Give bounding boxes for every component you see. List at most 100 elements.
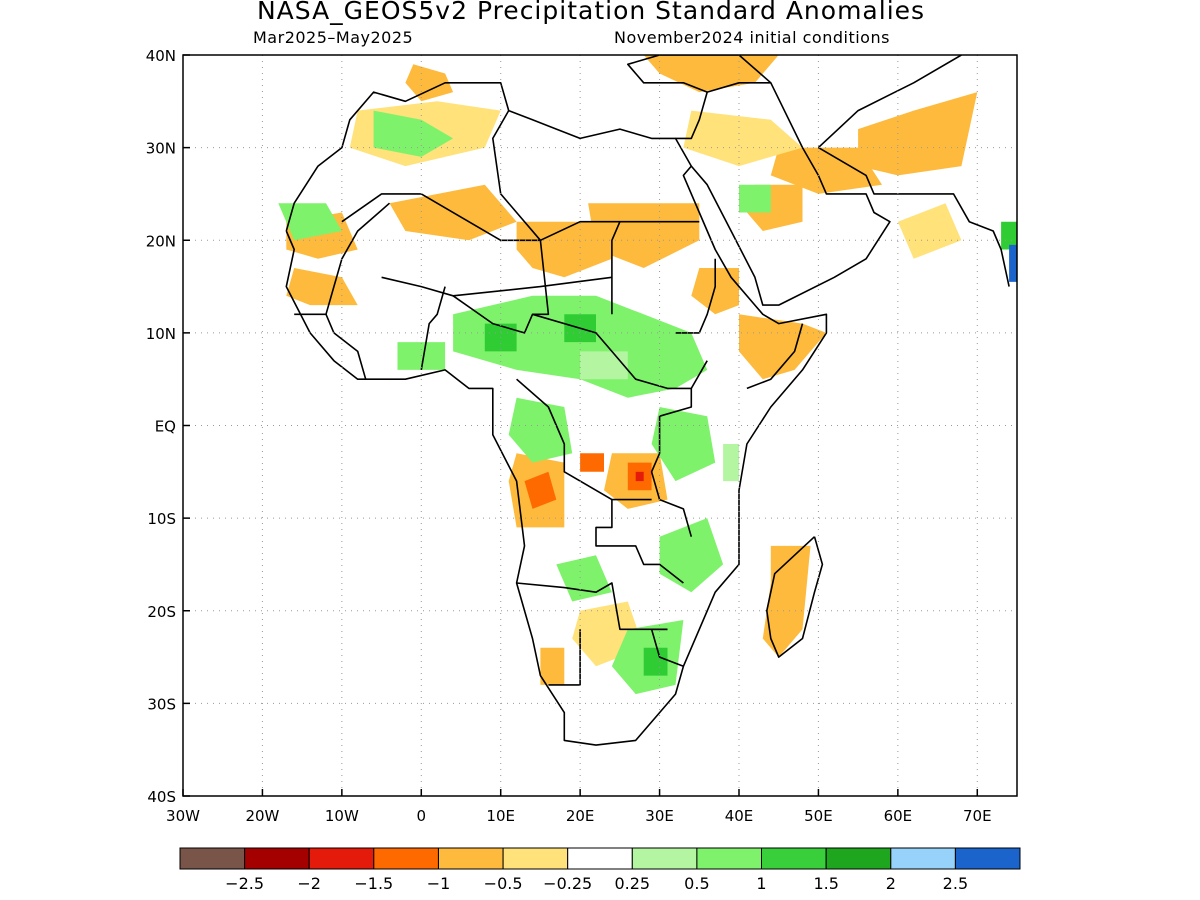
latitude-ticks: 40N 30N 20N 10N EQ 10S 20S 30S 40S	[146, 47, 190, 806]
legend-swatch	[179, 847, 246, 870]
anomaly-patch	[286, 268, 358, 306]
anomaly-patch	[397, 342, 446, 370]
x-tick-label: 20W	[245, 807, 279, 825]
boundary-line	[626, 55, 772, 93]
anomaly-patch	[770, 147, 882, 194]
boundary-line	[746, 323, 804, 390]
boundary-line	[595, 499, 684, 584]
x-tick-label: 40E	[725, 807, 754, 825]
legend-label: −0.5	[484, 874, 523, 893]
boundary-line	[548, 629, 581, 686]
color-legend-labels: −2.5 −2 −1.5 −1 −0.5 −0.25 0.25 0.5 1 1.5 2 2.5	[225, 874, 968, 893]
legend-swatch	[308, 847, 375, 870]
y-tick-label: EQ	[155, 418, 176, 436]
anomaly-patch	[524, 471, 557, 509]
legend-label: 2.5	[943, 874, 968, 893]
anomaly-patch	[516, 221, 612, 278]
legend-label: 1.5	[813, 874, 838, 893]
anomaly-patch	[723, 444, 739, 482]
legend-label: −1.5	[354, 874, 393, 893]
legend-swatch	[502, 847, 569, 870]
x-tick-label: 20E	[566, 807, 595, 825]
legend-label: 1	[756, 874, 766, 893]
legend-swatch	[567, 847, 633, 870]
anomaly-patch	[373, 110, 454, 157]
legend-swatch	[438, 847, 504, 870]
boundary-line	[675, 258, 717, 334]
boundary-line	[532, 240, 550, 316]
boundary-line	[285, 82, 828, 746]
anomaly-patch	[739, 184, 771, 213]
anomaly-patch	[278, 203, 342, 241]
page-title: NASA_GEOS5v2 Precipitation Standard Anom…	[256, 0, 926, 25]
anomaly-patch	[739, 314, 827, 380]
anomaly-patch	[580, 351, 628, 380]
lat-lon-grid	[183, 55, 1017, 796]
boundary-line	[650, 434, 693, 537]
anomaly-patch	[635, 471, 644, 482]
longitude-ticks: 30W 20W 10W 0 10E 20E 30E 40E 50E 60E 70E	[166, 789, 992, 825]
anomaly-patch	[453, 295, 708, 398]
boundary-line	[765, 536, 824, 658]
legend-label: 0.25	[614, 874, 650, 893]
anomaly-patch	[588, 203, 700, 268]
color-legend-bins	[179, 847, 1021, 870]
legend-swatch	[890, 847, 956, 870]
boundary-line	[675, 82, 891, 306]
boundary-line	[381, 276, 613, 297]
x-tick-label: 50E	[804, 807, 833, 825]
x-tick-label: 10E	[486, 807, 515, 825]
legend-swatch	[825, 847, 892, 870]
boundary-line	[325, 202, 391, 315]
boundary-line	[658, 388, 693, 435]
y-tick-label: 20N	[146, 232, 176, 250]
boundary-line	[452, 295, 708, 390]
boundary-line	[516, 582, 668, 631]
legend-label: −2	[297, 874, 321, 893]
anomaly-patch	[691, 268, 739, 315]
legend-swatch	[373, 847, 439, 870]
y-tick-label: 30N	[146, 140, 176, 158]
legend-swatch	[954, 847, 1021, 870]
legend-label: 2	[886, 874, 896, 893]
anomaly-patch	[683, 110, 803, 167]
y-tick-label: 40N	[146, 47, 176, 65]
initial-conditions-label: November2024 initial conditions	[614, 28, 890, 47]
x-tick-label: 10W	[325, 807, 359, 825]
boundary-line	[516, 378, 652, 501]
y-tick-label: 20S	[147, 603, 176, 621]
anomaly-patch	[897, 203, 962, 259]
x-tick-label: 0	[417, 807, 427, 825]
y-tick-label: 30S	[147, 695, 176, 713]
y-tick-label: 10S	[147, 510, 176, 528]
anomaly-patch	[540, 647, 565, 685]
valid-period-label: Mar2025–May2025	[253, 28, 414, 47]
anomaly-patch	[643, 647, 668, 676]
x-tick-label: 30E	[645, 807, 674, 825]
boundary-line	[341, 193, 700, 242]
anomaly-patch	[643, 55, 779, 93]
anomaly-patch	[858, 92, 978, 176]
legend-label: −0.25	[543, 874, 592, 893]
y-tick-label: 10N	[146, 325, 176, 343]
anomaly-map: 30W 20W 10W 0 10E 20E 30E 40E 50E 60E 70E 40N 30N 20…	[146, 47, 1018, 825]
x-tick-label: 60E	[884, 807, 913, 825]
legend-label: −2.5	[225, 874, 264, 893]
boundary-line	[817, 55, 962, 149]
boundary-line	[611, 221, 621, 315]
x-tick-label: 30W	[166, 807, 200, 825]
legend-swatch	[244, 847, 310, 870]
boundary-line	[650, 628, 684, 668]
anomaly-patch	[659, 518, 724, 593]
legend-swatch	[696, 847, 763, 870]
x-tick-label: 70E	[963, 807, 992, 825]
anomaly-patch	[580, 453, 604, 472]
anomaly-patch	[1001, 221, 1017, 250]
legend-label: 0.5	[684, 874, 709, 893]
legend-swatch	[761, 847, 827, 870]
legend-label: −1	[427, 874, 451, 893]
anomaly-patch	[1009, 244, 1017, 282]
y-tick-label: 40S	[147, 788, 176, 806]
coastline-borders	[285, 55, 1010, 746]
boundary-line	[420, 286, 446, 371]
